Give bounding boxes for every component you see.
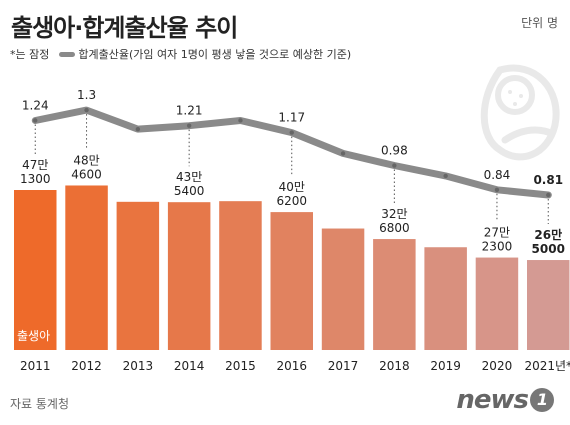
line-label-2021년*: 0.81 [533, 173, 563, 187]
x-tick-2021년*: 2021년* [524, 359, 570, 373]
bars-layer [14, 185, 570, 350]
bar-2020 [475, 257, 519, 350]
x-tick-2019: 2019 [430, 359, 461, 373]
baby-icon [480, 64, 560, 161]
bar-2011 [14, 190, 57, 350]
bar-2016 [270, 212, 313, 350]
logo-text: news [456, 385, 529, 415]
bar-label-sub-2012: 4600 [71, 167, 102, 181]
x-tick-2016: 2016 [276, 359, 307, 373]
line-label-2020: 0.84 [484, 168, 511, 182]
bar-2014 [167, 202, 211, 350]
chart-title: 출생아·합계출산율 추이 [11, 14, 238, 42]
news1-logo: news 1 [456, 385, 554, 415]
bar-2015 [219, 201, 262, 350]
line-point-2021년* [546, 192, 551, 198]
x-tick-2012: 2012 [71, 359, 102, 373]
x-tick-2014: 2014 [174, 359, 205, 373]
line-point-2017 [340, 151, 346, 156]
bar-label-2020: 27만 [484, 226, 510, 240]
line-point-2019 [443, 173, 448, 179]
line-layer [31, 106, 552, 199]
line-label-2014: 1.21 [176, 104, 203, 118]
x-tick-2013: 2013 [123, 359, 154, 373]
unit-label: 단위 명 [521, 16, 558, 30]
x-tick-2017: 2017 [328, 359, 359, 373]
bar-series-tag: 출생아 [17, 329, 50, 343]
line-labels-layer: 1.24 1.3 1.21 1.17 0.98 0.84 0.81 [22, 88, 563, 187]
line-point-2015 [238, 118, 243, 123]
bar-label-sub-2016: 6200 [276, 194, 307, 208]
line-point-2018 [392, 163, 397, 168]
bar-2012 [65, 185, 108, 350]
line-label-2018: 0.98 [381, 144, 408, 158]
line-point-2013 [135, 126, 141, 132]
bar-2018 [373, 239, 416, 350]
x-tick-2018: 2018 [379, 359, 410, 373]
legend-line-label: 합계출산율(가임 여자 1명이 평생 낳을 것으로 예상한 기준) [78, 48, 352, 61]
x-tick-2015: 2015 [225, 359, 256, 373]
line-label-2012: 1.3 [77, 88, 96, 102]
bar-label-2014: 43만 [176, 170, 202, 184]
bar-label-sub-2011: 1300 [20, 172, 51, 186]
line-point-2014 [186, 123, 192, 128]
bar-label-sub-2018: 6800 [379, 221, 410, 235]
bar-label-sub-2021년*: 5000 [532, 242, 565, 256]
bar-2019 [424, 247, 467, 350]
bar-2021년* [527, 260, 570, 350]
bar-2013 [116, 201, 160, 350]
bar-label-sub-2014: 5400 [174, 184, 205, 198]
bar-label-sub-2020: 2300 [482, 240, 513, 254]
bar-2017 [321, 228, 365, 350]
line-point-2011 [33, 118, 38, 123]
bar-label-2016: 40만 [279, 180, 305, 194]
line-label-2011: 1.24 [22, 98, 49, 112]
line-point-2020 [494, 187, 500, 193]
legend: *는 잠정 합계출산율(가임 여자 1명이 평생 낳을 것으로 예상한 기준) [10, 46, 351, 62]
x-tick-2011: 2011 [20, 359, 51, 373]
bar-label-2021년*: 26만 [534, 227, 562, 242]
legend-line-swatch [59, 51, 76, 57]
bar-label-2011: 47만 [22, 158, 48, 172]
line-point-2016 [289, 130, 294, 135]
x-axis: 2011 2012 2013 2014 2015 2016 2017 2018 2019 2020… [20, 359, 570, 373]
bar-label-2018: 32만 [381, 207, 407, 221]
x-tick-2020: 2020 [482, 359, 513, 373]
guides-layer [34, 114, 549, 225]
logo-mark: 1 [530, 388, 554, 412]
bar-label-2012: 48만 [73, 153, 99, 167]
provisional-note: *는 잠정 [10, 48, 50, 61]
line-point-2012 [84, 107, 89, 113]
source-note: 자료 통계청 [10, 397, 70, 411]
line-label-2016: 1.17 [278, 111, 305, 125]
